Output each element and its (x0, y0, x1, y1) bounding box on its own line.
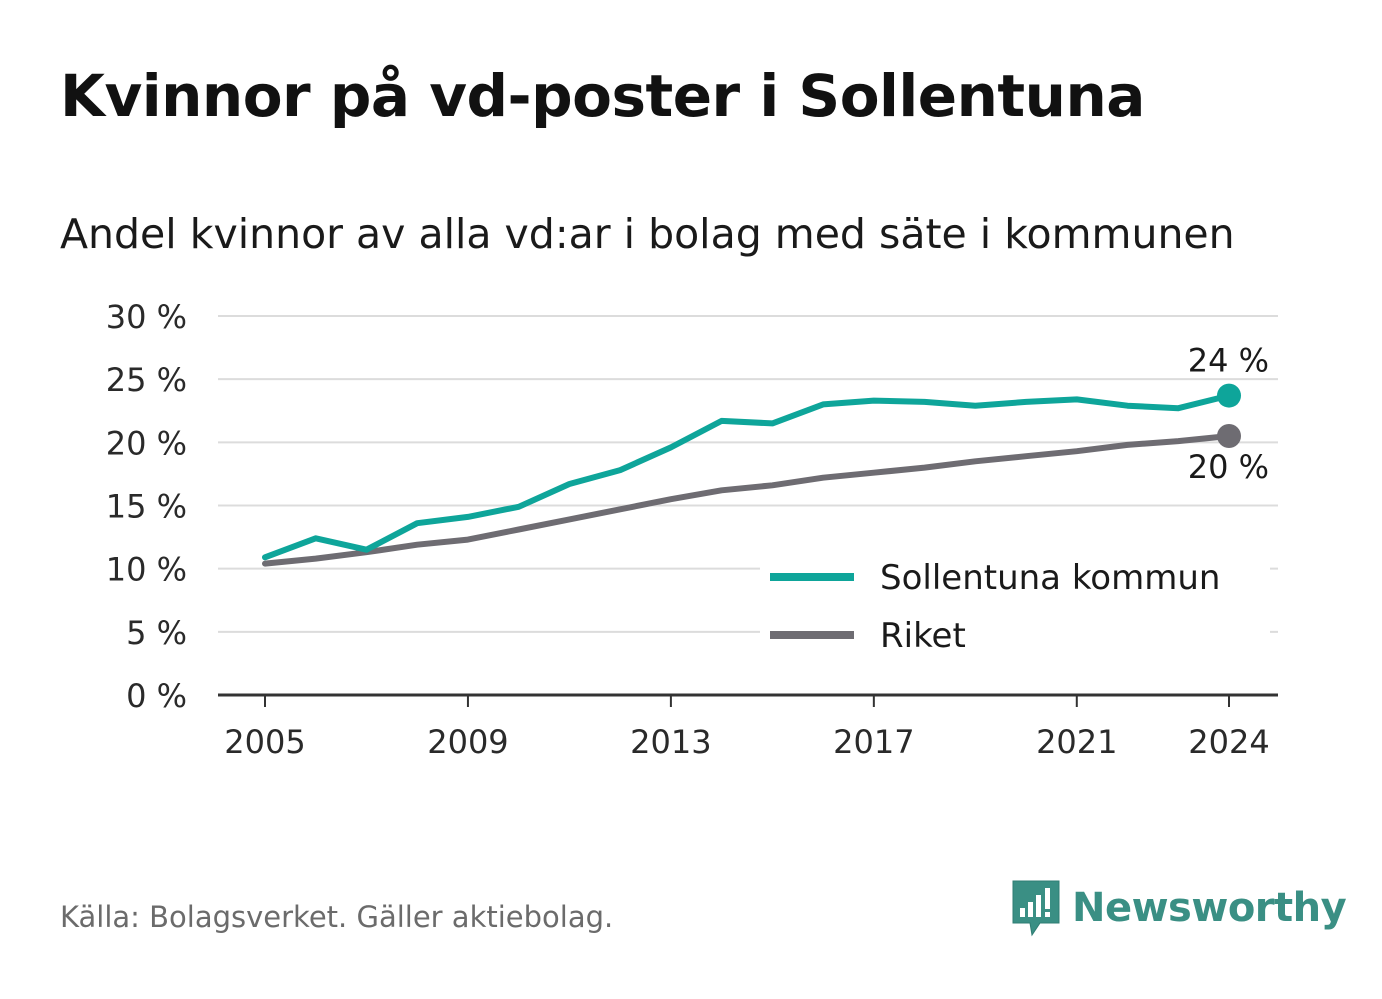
y-tick-label: 0 % (126, 677, 187, 715)
y-tick-label: 25 % (106, 361, 187, 399)
brand-name: Newsworthy (1072, 885, 1347, 931)
legend-label: Riket (880, 616, 966, 656)
y-tick-label: 30 % (106, 298, 187, 336)
series-line-sollentuna (262, 392, 1232, 561)
series-lines (262, 392, 1232, 567)
gridlines (218, 315, 1278, 633)
series-end-label: 20 % (1188, 448, 1269, 486)
series-end-label: 24 % (1188, 342, 1269, 380)
x-tick-label: 2017 (833, 723, 914, 761)
x-tick-label: 2005 (224, 723, 305, 761)
source-note: Källa: Bolagsverket. Gäller aktiebolag. (60, 900, 614, 934)
legend: Sollentuna kommun Riket (760, 547, 1270, 657)
series-endpoint-marker (1217, 424, 1241, 449)
series-endpoints: 24 % 20 % (1185, 339, 1272, 489)
x-tick-label: 2021 (1036, 723, 1117, 761)
y-axis-ticks: 0 % 5 % 10 % 15 % 20 % 25 % 30 % (106, 298, 187, 715)
chart-title: Kvinnor på vd-poster i Sollentuna (60, 62, 1145, 130)
x-axis: 2005 2009 2013 2017 2021 2024 (218, 693, 1278, 761)
series-endpoint-marker (1217, 383, 1241, 408)
brand-logo[interactable]: Newsworthy (1010, 878, 1347, 938)
y-tick-label: 15 % (106, 488, 187, 526)
legend-label: Sollentuna kommun (880, 558, 1220, 598)
chart-subtitle: Andel kvinnor av alla vd:ar i bolag med … (60, 210, 1235, 258)
x-tick-label: 2013 (630, 723, 711, 761)
y-tick-label: 20 % (106, 424, 187, 462)
line-chart: 0 %5 %10 %15 %20 %25 %30 % 2005 2009 2013 2… (106, 298, 1278, 761)
x-tick-label: 2009 (427, 723, 508, 761)
series-line-riket (262, 433, 1232, 567)
newsworthy-logo-icon (1012, 880, 1060, 937)
x-tick-label: 2024 (1188, 723, 1269, 761)
y-tick-label: 5 % (126, 614, 187, 652)
y-tick-label: 10 % (106, 551, 187, 589)
